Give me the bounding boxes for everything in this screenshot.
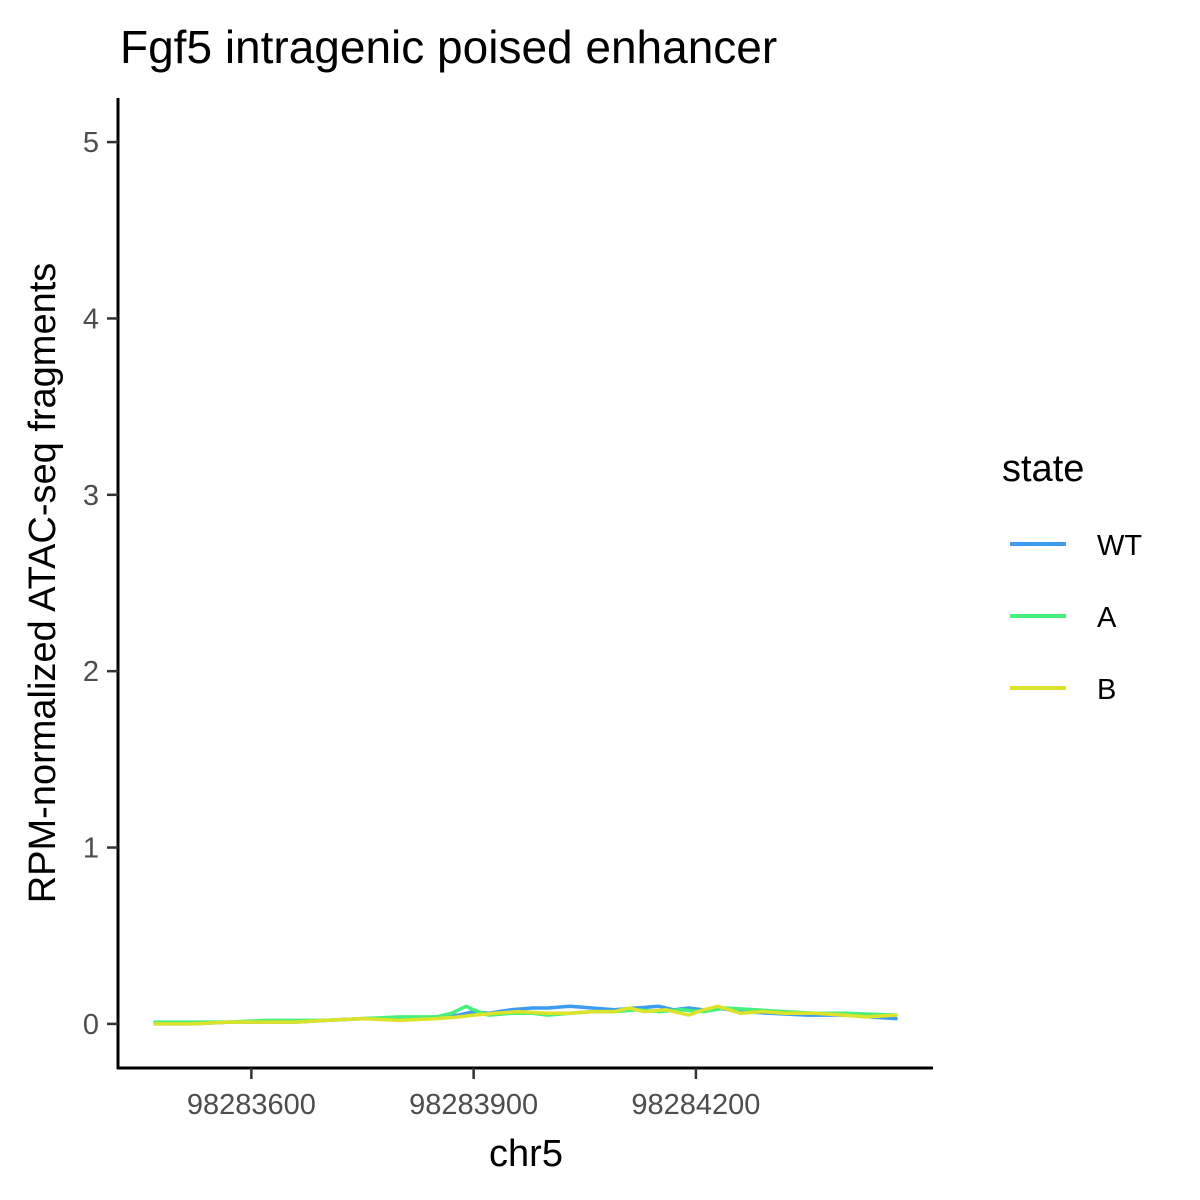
y-tick-label: 2 [83, 656, 99, 688]
series-line-b [153, 1004, 898, 1026]
plot-lines [153, 1004, 898, 1026]
legend-items: WT A B [1010, 530, 1142, 706]
y-tick-label: 0 [83, 1009, 99, 1041]
x-axis-title: chr5 [489, 1133, 563, 1175]
x-tick-label: 98283900 [409, 1089, 538, 1121]
legend: state WT A B [1002, 448, 1142, 706]
y-axis-title: RPM-normalized ATAC-seq fragments [22, 263, 64, 904]
chart-title: Fgf5 intragenic poised enhancer [120, 21, 777, 73]
y-axis-ticks: 0 1 2 3 4 5 [83, 127, 118, 1041]
x-tick-label: 98284200 [631, 1089, 760, 1121]
y-tick-label: 1 [83, 833, 99, 865]
y-tick-label: 3 [83, 480, 99, 512]
legend-title: state [1002, 448, 1084, 490]
y-tick-label: 5 [83, 127, 99, 159]
legend-label-b: B [1097, 674, 1116, 706]
y-tick-label: 4 [83, 303, 99, 335]
legend-label-wt: WT [1097, 530, 1142, 562]
x-axis-ticks: 98283600 98283900 98284200 [187, 1068, 760, 1121]
x-tick-label: 98283600 [187, 1089, 316, 1121]
legend-label-a: A [1097, 602, 1117, 634]
